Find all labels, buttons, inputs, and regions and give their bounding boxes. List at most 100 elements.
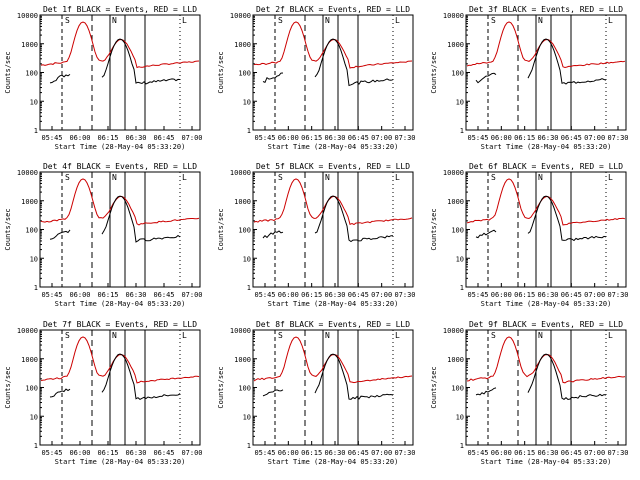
chart-title: Det 4f BLACK = Events, RED = LLD xyxy=(43,162,197,171)
x-tick-label: 07:30 xyxy=(394,134,415,142)
x-tick-label: 07:30 xyxy=(607,449,628,457)
y-tick-label: 10000 xyxy=(17,327,38,335)
x-tick-label: 06:30 xyxy=(324,134,345,142)
y-tick-label: 1 xyxy=(34,127,38,135)
marker-S: S xyxy=(65,331,70,340)
x-tick-label: 07:00 xyxy=(371,134,392,142)
y-axis-label: Counts/sec xyxy=(430,366,438,408)
y-tick-label: 10 xyxy=(243,255,251,263)
marker-S: S xyxy=(491,173,496,182)
series-red-lld xyxy=(253,21,413,69)
marker-N: N xyxy=(325,16,330,25)
marker-S: S xyxy=(491,16,496,25)
x-tick-label: 07:00 xyxy=(584,291,605,299)
y-axis-label: Counts/sec xyxy=(4,208,12,250)
marker-S: S xyxy=(65,173,70,182)
x-tick-label: 05:45 xyxy=(254,134,275,142)
x-tick-label: 05:45 xyxy=(467,291,488,299)
series-red-lld xyxy=(466,336,626,384)
x-axis-label: Start Time (28-May-04 05:33:20) xyxy=(481,143,612,151)
y-tick-label: 1000 xyxy=(234,198,251,206)
x-axis-label: Start Time (28-May-04 05:33:20) xyxy=(55,300,186,308)
y-tick-label: 1000 xyxy=(21,356,38,364)
y-tick-label: 100 xyxy=(451,70,464,78)
x-tick-label: 05:45 xyxy=(254,449,275,457)
x-tick-label: 06:45 xyxy=(153,449,174,457)
series-red-lld xyxy=(40,178,200,226)
y-tick-label: 1 xyxy=(460,442,464,450)
x-tick-label: 06:30 xyxy=(537,134,558,142)
subplot-det-1: 1 10 100 1000 10000 Counts/sec Det 1f BLACK = … xyxy=(4,5,203,151)
marker-N: N xyxy=(538,331,543,340)
x-tick-label: 07:30 xyxy=(394,291,415,299)
x-tick-label: 06:15 xyxy=(301,134,322,142)
chart-title: Det 5f BLACK = Events, RED = LLD xyxy=(256,162,410,171)
y-tick-label: 100 xyxy=(238,227,251,235)
y-tick-label: 10000 xyxy=(17,12,38,20)
y-tick-label: 1 xyxy=(460,284,464,292)
marker-L: L xyxy=(608,331,613,340)
x-tick-label: 07:00 xyxy=(584,134,605,142)
plot-frame xyxy=(465,329,627,446)
y-tick-label: 10 xyxy=(456,255,464,263)
series-black-events xyxy=(49,38,181,85)
plot-frame xyxy=(252,14,414,131)
y-tick-label: 10 xyxy=(243,413,251,421)
chart-title: Det 2f BLACK = Events, RED = LLD xyxy=(256,5,410,14)
subplot-det-9: 1 10 100 1000 10000 Counts/sec Det 9f BLACK = … xyxy=(430,320,629,466)
y-axis-label: Counts/sec xyxy=(217,208,225,250)
x-tick-label: 07:00 xyxy=(181,449,202,457)
y-tick-label: 1000 xyxy=(447,356,464,364)
y-tick-label: 100 xyxy=(25,385,38,393)
series-red-lld xyxy=(40,336,200,384)
marker-N: N xyxy=(325,331,330,340)
y-tick-label: 100 xyxy=(238,385,251,393)
y-axis-label: Counts/sec xyxy=(430,51,438,93)
x-axis-label: Start Time (28-May-04 05:33:20) xyxy=(268,300,399,308)
x-tick-label: 06:30 xyxy=(537,291,558,299)
x-tick-label: 06:45 xyxy=(348,449,369,457)
x-tick-label: 07:00 xyxy=(181,291,202,299)
series-black-events xyxy=(262,195,394,243)
y-tick-label: 1000 xyxy=(21,198,38,206)
x-tick-label: 06:00 xyxy=(69,291,90,299)
marker-L: L xyxy=(395,16,400,25)
x-axis-label: Start Time (28-May-04 05:33:20) xyxy=(55,458,186,466)
marker-L: L xyxy=(395,331,400,340)
plot-frame xyxy=(252,329,414,446)
y-tick-label: 100 xyxy=(451,227,464,235)
x-tick-label: 06:00 xyxy=(278,291,299,299)
subplot-det-8: 1 10 100 1000 10000 Counts/sec Det 8f BLACK = … xyxy=(217,320,416,466)
x-tick-label: 06:00 xyxy=(491,134,512,142)
marker-S: S xyxy=(491,331,496,340)
chart-title: Det 3f BLACK = Events, RED = LLD xyxy=(469,5,623,14)
x-tick-label: 06:45 xyxy=(153,134,174,142)
x-tick-label: 05:45 xyxy=(254,291,275,299)
series-red-lld xyxy=(253,336,413,384)
marker-S: S xyxy=(278,331,283,340)
y-tick-label: 10 xyxy=(30,255,38,263)
y-tick-label: 10000 xyxy=(230,327,251,335)
x-tick-label: 06:00 xyxy=(278,134,299,142)
subplot-det-6: 1 10 100 1000 10000 Counts/sec Det 6f BLACK = … xyxy=(430,162,629,308)
series-black-events xyxy=(49,195,181,243)
x-tick-label: 06:00 xyxy=(278,449,299,457)
series-black-events xyxy=(475,195,607,242)
x-axis-label: Start Time (28-May-04 05:33:20) xyxy=(268,143,399,151)
x-tick-label: 06:30 xyxy=(537,449,558,457)
x-tick-label: 06:45 xyxy=(348,291,369,299)
series-red-lld xyxy=(40,21,200,69)
x-tick-label: 07:30 xyxy=(394,449,415,457)
plot-frame xyxy=(39,14,201,131)
x-tick-label: 06:30 xyxy=(125,449,146,457)
marker-L: L xyxy=(608,173,613,182)
x-tick-label: 07:00 xyxy=(371,449,392,457)
marker-N: N xyxy=(112,16,117,25)
chart-title: Det 6f BLACK = Events, RED = LLD xyxy=(469,162,623,171)
y-tick-label: 100 xyxy=(25,227,38,235)
y-tick-label: 10000 xyxy=(230,12,251,20)
x-tick-label: 06:30 xyxy=(125,134,146,142)
plot-frame xyxy=(465,14,627,131)
x-axis-label: Start Time (28-May-04 05:33:20) xyxy=(481,458,612,466)
